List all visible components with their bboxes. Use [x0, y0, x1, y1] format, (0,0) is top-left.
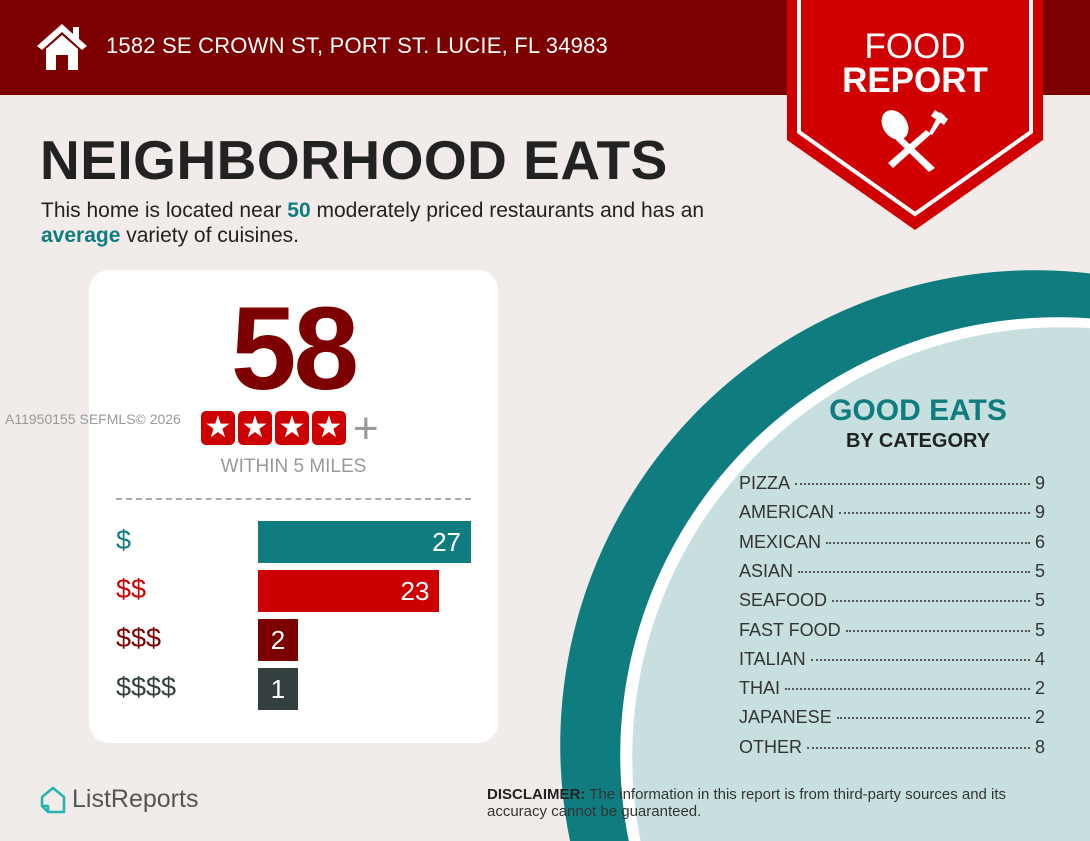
star-icon: ★ [201, 411, 235, 445]
dot-leader [785, 688, 1030, 691]
price-tier-label: $$ [116, 574, 147, 604]
price-tier-label: $$$ [116, 623, 162, 653]
category-count: 4 [1034, 648, 1045, 669]
home-icon [37, 24, 87, 70]
category-row: THAI 2 [739, 678, 1045, 704]
variety-level: average [41, 224, 121, 247]
category-row: ITALIAN 4 [739, 649, 1045, 675]
category-name: ITALIAN [739, 648, 806, 669]
disclaimer-label: DISCLAIMER: [487, 786, 586, 803]
intro-prefix: This home is located near [41, 199, 288, 222]
category-count: 8 [1034, 736, 1045, 757]
price-tier-row: $$ 23 [116, 570, 476, 612]
category-name: THAI [739, 678, 781, 699]
divider [116, 498, 471, 500]
dot-leader [839, 512, 1030, 515]
category-row: AMERICAN 9 [739, 502, 1045, 528]
dot-leader [807, 746, 1030, 749]
category-name: PIZZA [739, 473, 791, 493]
food-report-badge [787, 0, 1043, 230]
price-tier-label: $$$$ [116, 672, 177, 702]
category-row: JAPANESE 2 [739, 707, 1045, 733]
price-tier-bar: 2 [258, 619, 298, 661]
intro-suffix: variety of cuisines. [120, 224, 299, 247]
price-tier-label: $ [116, 525, 132, 555]
category-count: 5 [1034, 560, 1045, 581]
intro-text: This home is located near 50 moderately … [41, 198, 781, 248]
dot-leader [836, 717, 1030, 720]
category-name: MEXICAN [739, 531, 822, 552]
category-row: SEAFOOD 5 [739, 590, 1045, 616]
page-title: NEIGHBORHOOD EATS [40, 129, 668, 191]
category-row: PIZZA 9 [739, 473, 1045, 499]
star-icon: ★ [312, 411, 346, 445]
dot-leader [810, 658, 1030, 661]
category-count: 9 [1034, 502, 1045, 523]
category-count: 2 [1034, 707, 1045, 728]
dot-leader [832, 600, 1030, 603]
star-icon: ★ [275, 411, 309, 445]
category-row: MEXICAN 6 [739, 532, 1045, 558]
intro-middle: moderately priced restaurants and has an [310, 199, 705, 222]
property-address: 1582 SE CROWN ST, PORT ST. LUCIE, FL 349… [106, 33, 608, 58]
disclaimer-text: The information in this report is from t… [487, 786, 1007, 820]
star-icon: ★ [238, 411, 272, 445]
dot-leader [798, 570, 1030, 573]
price-tier-bar: 27 [258, 521, 471, 563]
logo-house-icon [40, 786, 66, 813]
category-count: 6 [1034, 531, 1045, 552]
listreports-logo: ListReports [40, 785, 198, 814]
watermark: A11950155 SEFMLS© 2026 [5, 411, 181, 427]
restaurant-count: 50 [287, 199, 311, 222]
category-name: OTHER [739, 736, 802, 757]
dot-leader [845, 629, 1030, 632]
disclaimer: DISCLAIMER: The information in this repo… [487, 786, 1067, 820]
summary-card: 58 ★ ★ ★ ★ + WITHIN 5 MILES $27 $$ 23 $$$ 2 $$$$… [89, 270, 498, 743]
price-tier-row: $$$ 2 [116, 619, 476, 661]
radius-label: WITHIN 5 MILES [220, 456, 367, 477]
category-name: ASIAN [739, 560, 794, 581]
category-count: 5 [1034, 619, 1045, 640]
category-count: 5 [1034, 590, 1045, 611]
category-name: AMERICAN [739, 502, 835, 523]
category-count: 9 [1034, 473, 1045, 493]
dot-leader [795, 483, 1030, 485]
badge-title: FOOD REPORT [787, 27, 1043, 100]
category-row: ASIAN 5 [739, 561, 1045, 587]
dot-leader [826, 541, 1030, 544]
star-rating: ★ ★ ★ ★ [201, 411, 346, 445]
logo-text: ListReports [72, 785, 199, 813]
badge-line-1: FOOD [864, 27, 966, 66]
good-eats-title: GOOD EATS [829, 394, 1007, 427]
utensils-icon [881, 110, 948, 172]
plus-sign: + [353, 404, 379, 453]
category-name: JAPANESE [739, 707, 832, 728]
price-tier-row: $$$$ 1 [116, 668, 476, 710]
category-row: OTHER 8 [739, 737, 1045, 763]
good-eats-subtitle: BY CATEGORY [845, 430, 991, 452]
category-row: FAST FOOD 5 [739, 620, 1045, 646]
total-restaurants: 58 [230, 283, 359, 415]
price-tier-bar: 23 [258, 570, 440, 612]
price-tier-row: $27 [116, 521, 476, 563]
badge-line-2: REPORT [842, 61, 988, 100]
price-tier-bar: 1 [258, 668, 298, 710]
category-name: SEAFOOD [739, 590, 828, 611]
category-name: FAST FOOD [739, 619, 841, 640]
category-count: 2 [1034, 678, 1045, 699]
